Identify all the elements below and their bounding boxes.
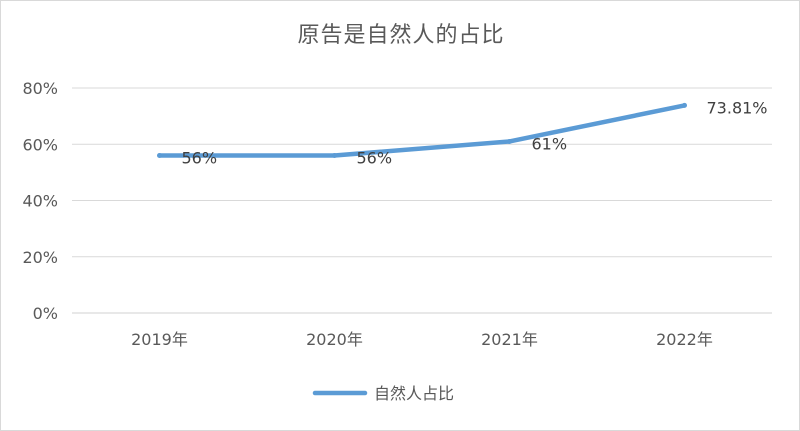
y-tick-label: 60%	[22, 135, 58, 154]
data-point	[682, 102, 687, 108]
legend-label: 自然人占比	[374, 384, 454, 403]
data-label: 61%	[532, 134, 568, 153]
data-point	[157, 153, 162, 158]
x-tick-label: 2020年	[306, 330, 363, 349]
x-tick-label: 2021年	[481, 330, 538, 349]
y-tick-label: 20%	[22, 248, 58, 267]
data-point	[332, 153, 337, 158]
series-line	[157, 103, 687, 158]
x-tick-label: 2022年	[656, 330, 713, 349]
y-tick-label: 40%	[22, 192, 58, 211]
y-tick-label: 80%	[22, 79, 58, 98]
data-label: 56%	[357, 149, 393, 168]
y-tick-label: 0%	[33, 304, 58, 323]
data-point	[507, 138, 512, 144]
data-label: 56%	[182, 149, 218, 168]
x-tick-label: 2019年	[131, 330, 188, 349]
data-label: 73.81%	[707, 98, 768, 117]
chart-title: 原告是自然人的占比	[297, 23, 505, 48]
